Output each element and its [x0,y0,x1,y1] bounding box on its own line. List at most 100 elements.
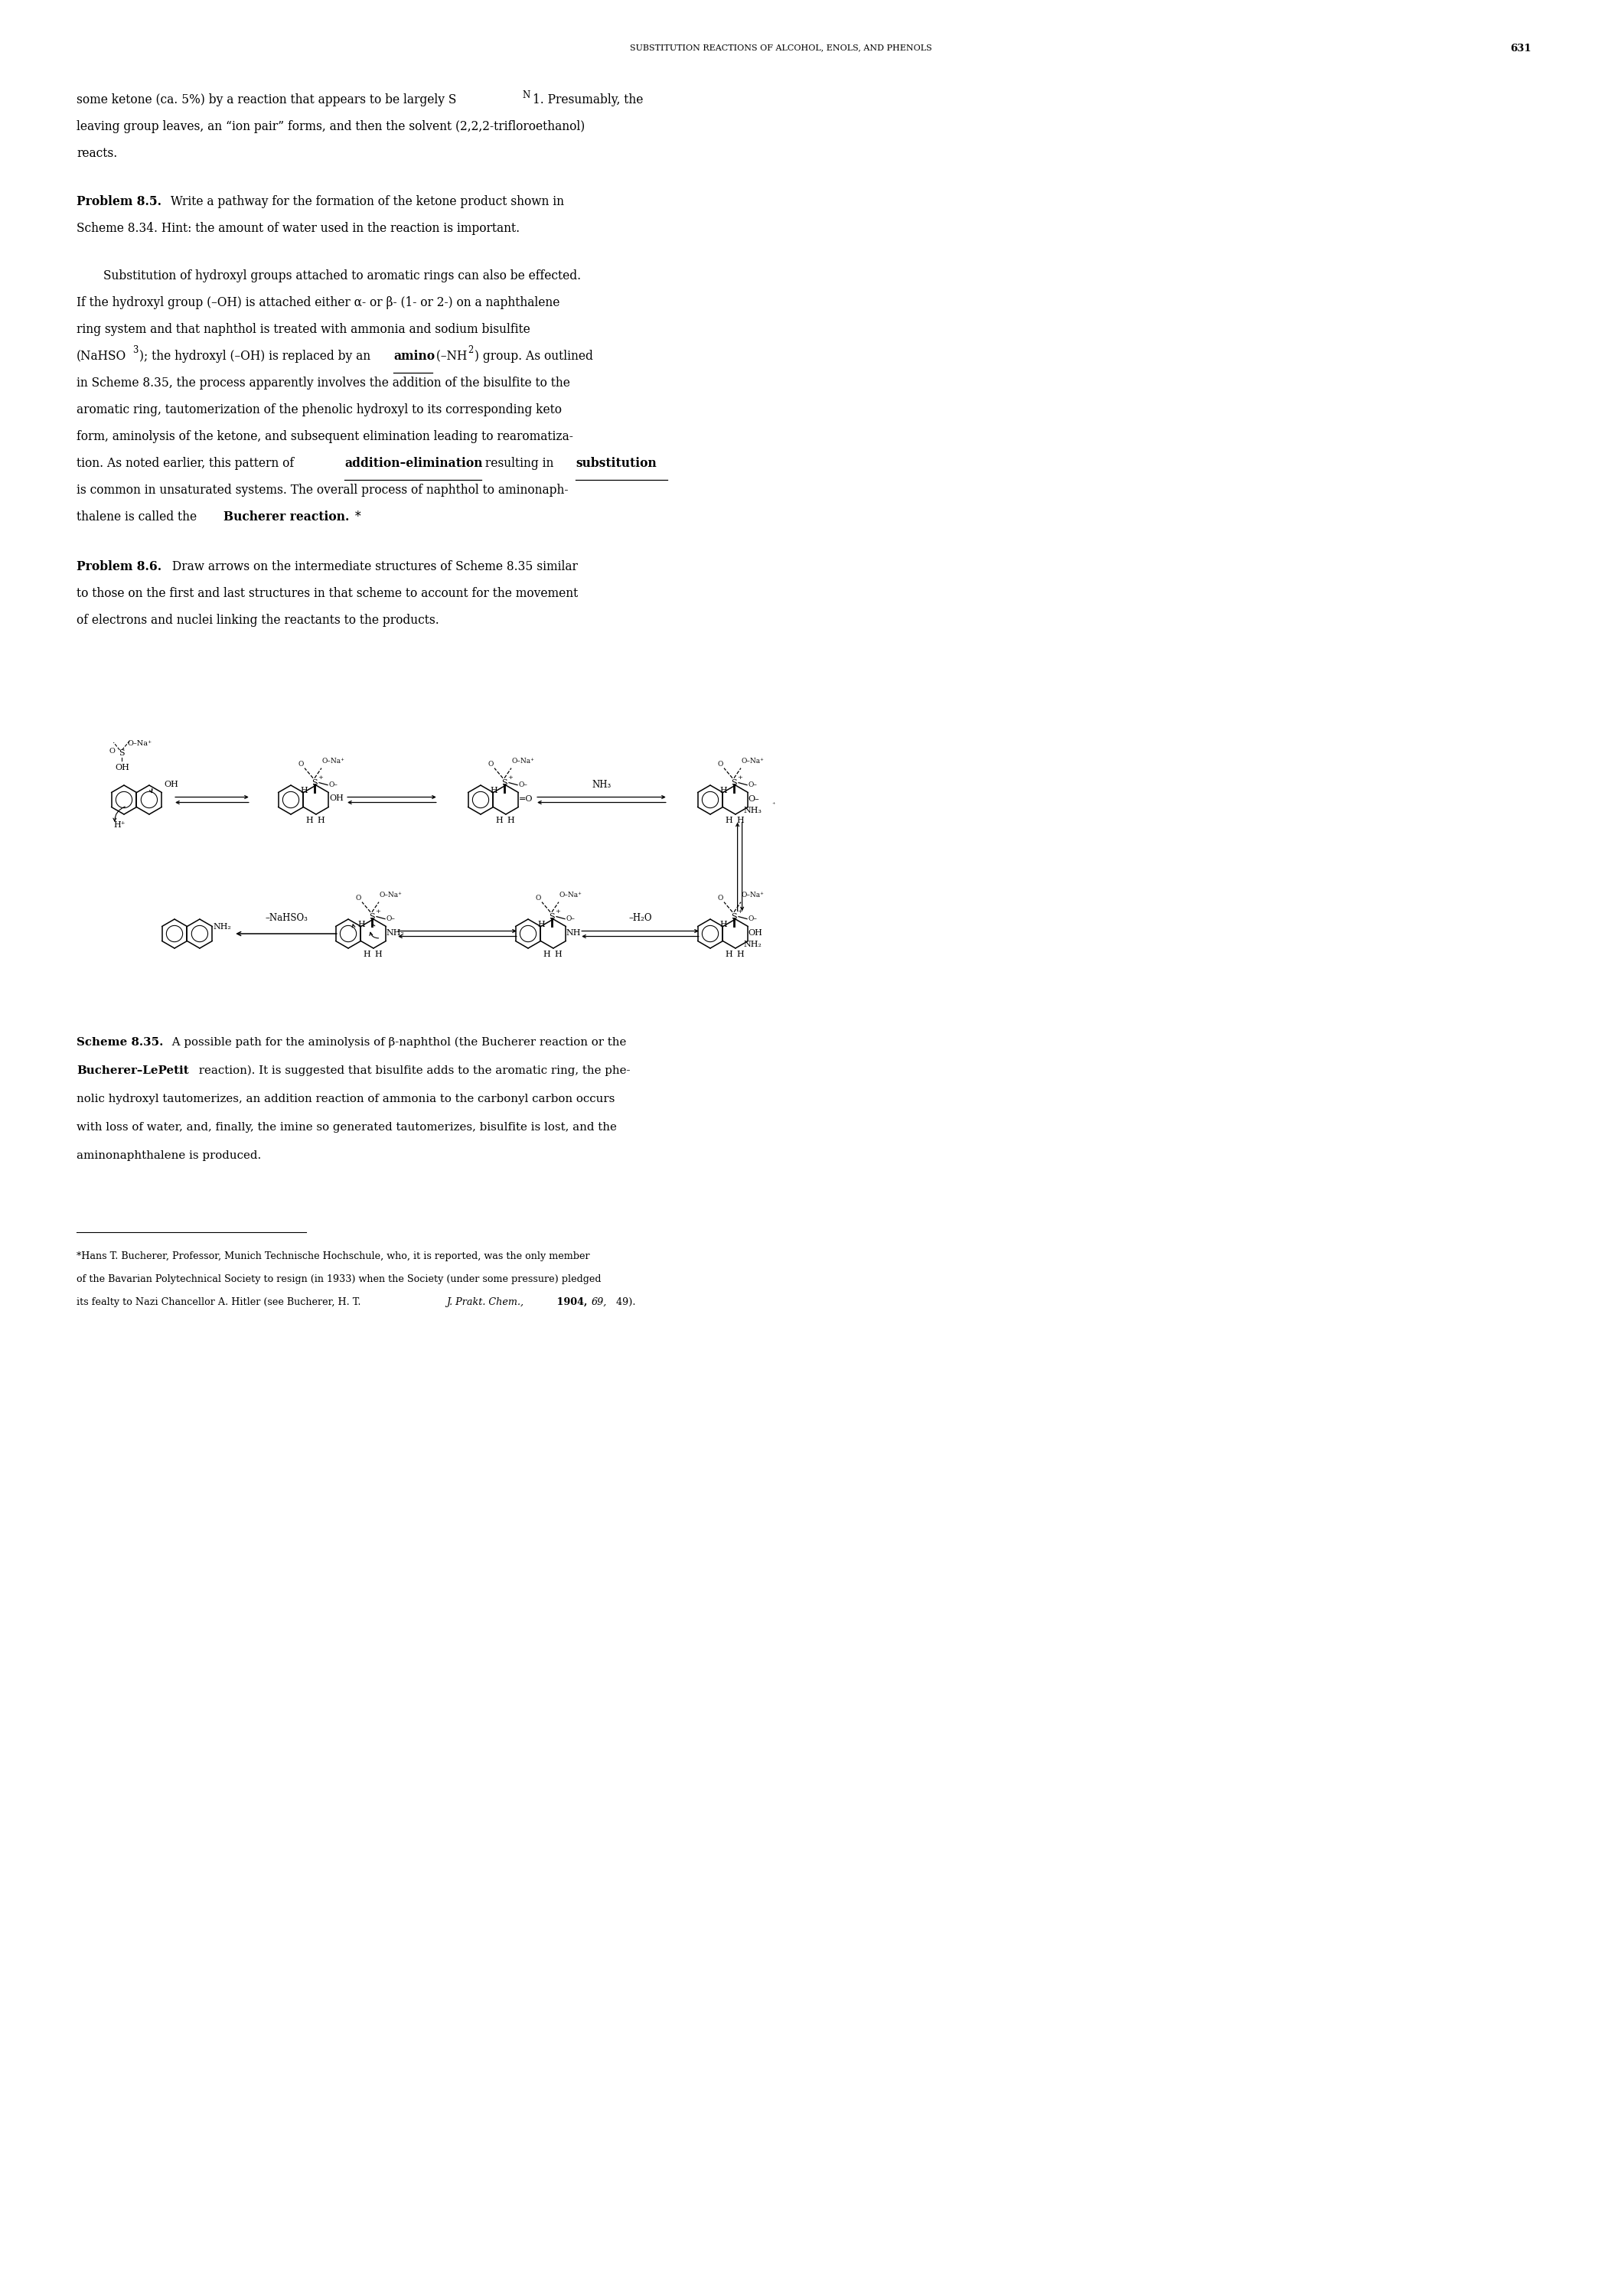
Text: reaction). It is suggested that bisulfite adds to the aromatic ring, the phe-: reaction). It is suggested that bisulfit… [195,1065,630,1077]
Text: S: S [312,778,317,788]
Text: +: + [736,909,743,914]
Text: of electrons and nuclei linking the reactants to the products.: of electrons and nuclei linking the reac… [77,613,439,627]
Text: O–: O– [328,781,338,788]
Text: H: H [725,951,733,957]
Text: O–: O– [566,916,574,923]
Text: =O: =O [519,794,534,804]
Text: 1904,: 1904, [553,1297,590,1306]
Text: +: + [318,774,323,781]
Text: NH₂: NH₂ [386,930,404,937]
Text: SUBSTITUTION REACTIONS OF ALCOHOL, ENOLS, AND PHENOLS: SUBSTITUTION REACTIONS OF ALCOHOL, ENOLS… [630,44,933,51]
Text: O–Na⁺: O–Na⁺ [322,758,344,765]
Text: 49).: 49). [613,1297,635,1306]
Text: If the hydroxyl group (–OH) is attached either α- or β- (1- or 2-) on a naphthal: If the hydroxyl group (–OH) is attached … [77,296,560,310]
Text: H: H [537,921,545,928]
Text: amino: amino [394,349,434,363]
Text: thalene is called the: thalene is called the [77,510,201,523]
Text: of the Bavarian Polytechnical Society to resign (in 1933) when the Society (unde: of the Bavarian Polytechnical Society to… [77,1274,601,1283]
Text: S: S [732,778,736,788]
Text: O–: O– [386,916,396,923]
Text: nolic hydroxyl tautomerizes, an addition reaction of ammonia to the carbonyl car: nolic hydroxyl tautomerizes, an addition… [77,1093,614,1104]
Text: H: H [720,788,727,794]
Text: S: S [119,748,125,758]
Text: substitution: substitution [576,457,656,471]
Text: OH: OH [330,794,344,801]
Text: aminonaphthalene is produced.: aminonaphthalene is produced. [77,1150,260,1162]
Text: H: H [736,951,745,957]
Text: OH: OH [748,930,762,937]
Text: S: S [502,778,507,788]
Text: O–Na⁺: O–Na⁺ [741,758,764,765]
Text: OH: OH [114,765,129,771]
Text: H: H [375,951,383,957]
Text: O–Na⁺: O–Na⁺ [379,891,402,898]
Text: H: H [495,817,503,824]
Text: H: H [720,921,727,928]
Text: N: N [523,90,529,101]
Text: O–Na⁺: O–Na⁺ [127,739,153,746]
Text: H: H [306,817,314,824]
Text: Write a pathway for the formation of the ketone product shown in: Write a pathway for the formation of the… [167,195,564,209]
Text: O–Na⁺: O–Na⁺ [741,891,764,898]
Text: NH: NH [566,930,580,937]
Text: NH₃: NH₃ [743,806,762,815]
Text: +: + [736,774,743,781]
Text: +: + [375,909,381,914]
Text: some ketone (ca. 5%) by a reaction that appears to be largely S: some ketone (ca. 5%) by a reaction that … [77,94,457,106]
Text: H: H [301,788,309,794]
Text: ⁺: ⁺ [772,801,775,808]
Text: with loss of water, and, finally, the imine so generated tautomerizes, bisulfite: with loss of water, and, finally, the im… [77,1123,617,1132]
Text: Substitution of hydroxyl groups attached to aromatic rings can also be effected.: Substitution of hydroxyl groups attached… [103,269,580,282]
Text: 69,: 69, [592,1297,608,1306]
Text: OH: OH [164,781,178,790]
Text: O–Na⁺: O–Na⁺ [558,891,582,898]
Text: H: H [490,788,498,794]
Text: addition–elimination: addition–elimination [344,457,482,471]
Text: O: O [109,748,116,755]
Text: H: H [555,951,563,957]
Text: S: S [732,914,736,921]
Text: O–Na⁺: O–Na⁺ [511,758,534,765]
Text: (–NH: (–NH [433,349,468,363]
Text: +: + [508,774,513,781]
Text: O: O [717,760,724,767]
Text: –NaHSO₃: –NaHSO₃ [265,914,307,923]
Text: ring system and that naphthol is treated with ammonia and sodium bisulfite: ring system and that naphthol is treated… [77,324,531,335]
Text: tion. As noted earlier, this pattern of: tion. As noted earlier, this pattern of [77,457,297,471]
Text: aromatic ring, tautomerization of the phenolic hydroxyl to its corresponding ket: aromatic ring, tautomerization of the ph… [77,404,561,416]
Text: +: + [555,909,560,914]
Text: resulting in: resulting in [481,457,558,471]
Text: Draw arrows on the intermediate structures of Scheme 8.35 similar: Draw arrows on the intermediate structur… [169,560,577,574]
Text: H: H [736,817,745,824]
Text: O: O [297,760,304,767]
Text: A possible path for the aminolysis of β-naphthol (the Bucherer reaction or the: A possible path for the aminolysis of β-… [169,1038,627,1047]
Text: J. Prakt. Chem.,: J. Prakt. Chem., [445,1297,524,1306]
Text: in Scheme 8.35, the process apparently involves the addition of the bisulfite to: in Scheme 8.35, the process apparently i… [77,377,571,390]
Text: O: O [355,895,362,902]
Text: O–: O– [748,916,757,923]
Text: Scheme 8.35.: Scheme 8.35. [77,1038,164,1047]
Text: 3: 3 [133,344,138,356]
Text: H⁺: H⁺ [114,822,125,829]
Text: O: O [535,895,542,902]
Text: H: H [317,817,325,824]
Text: O: O [487,760,494,767]
Text: Problem 8.5.: Problem 8.5. [77,195,161,209]
Text: S: S [548,914,555,921]
Text: Bucherer reaction.: Bucherer reaction. [224,510,349,523]
Text: Scheme 8.34. Hint: the amount of water used in the reaction is important.: Scheme 8.34. Hint: the amount of water u… [77,223,519,234]
Text: O–: O– [518,781,527,788]
Text: its fealty to Nazi Chancellor A. Hitler (see Bucherer, H. T.: its fealty to Nazi Chancellor A. Hitler … [77,1297,363,1306]
Text: NH₂: NH₂ [212,923,232,930]
Text: 1. Presumably, the: 1. Presumably, the [532,94,643,106]
Text: H: H [725,817,733,824]
Text: H: H [507,817,515,824]
Text: leaving group leaves, an “ion pair” forms, and then the solvent (2,2,2-trifloroe: leaving group leaves, an “ion pair” form… [77,119,585,133]
Text: *: * [355,510,360,523]
Text: 2: 2 [468,344,474,356]
Text: O–: O– [748,794,759,804]
Text: NH₂: NH₂ [743,941,762,948]
Text: –H₂O: –H₂O [629,914,651,923]
Text: form, aminolysis of the ketone, and subsequent elimination leading to rearomatiz: form, aminolysis of the ketone, and subs… [77,429,572,443]
Text: H: H [363,951,370,957]
